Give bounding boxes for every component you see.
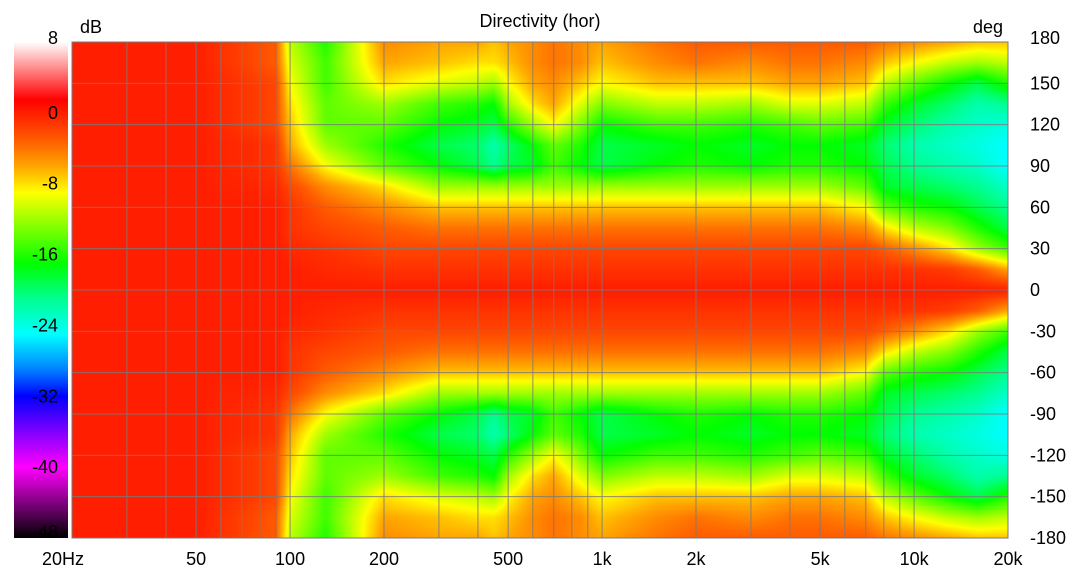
colorbar-tick-label: -40 [32,457,58,477]
colorbar-tick-label: -48 [32,522,58,542]
y-axis-unit-label: deg [973,17,1003,37]
x-tick-label: 20k [993,549,1023,569]
colorbar-ticks: 8 0 -8 -16 -24 -32 -40 -48 [32,28,58,542]
colorbar-tick-label: -16 [32,245,58,265]
chart-title: Directivity (hor) [479,11,600,31]
x-tick-label: 100 [275,549,305,569]
x-tick-label: 20Hz [42,549,84,569]
y-tick-label: 180 [1030,28,1060,48]
y-axis-ticks: 180 150 120 90 60 30 0 -30 -60 -90 -120 -150 -180 [1030,28,1066,548]
x-axis-ticks: 20Hz 50 100 200 500 1k 2k 5k 10k 20k [42,549,1024,569]
y-tick-label: 90 [1030,156,1050,176]
colorbar-tick-label: -32 [32,386,58,406]
y-tick-label: 120 [1030,115,1060,135]
plot-frame [71,41,1009,539]
y-tick-label: -60 [1030,363,1056,383]
x-tick-label: 10k [900,549,930,569]
colorbar-tick-label: -8 [42,174,58,194]
y-tick-label: -180 [1030,528,1066,548]
colorbar-tick-label: -24 [32,315,58,335]
y-tick-label: -120 [1030,445,1066,465]
x-tick-label: 500 [493,549,523,569]
y-tick-label: -150 [1030,487,1066,507]
x-tick-label: 5k [811,549,831,569]
x-tick-label: 2k [686,549,706,569]
colorbar-unit-label: dB [80,17,102,37]
y-tick-label: 0 [1030,280,1040,300]
colorbar [14,42,68,538]
y-tick-label: 60 [1030,197,1050,217]
x-tick-label: 1k [593,549,613,569]
y-tick-label: -30 [1030,321,1056,341]
x-tick-label: 200 [369,549,399,569]
y-tick-label: 150 [1030,73,1060,93]
x-tick-label: 50 [186,549,206,569]
colorbar-tick-label: 0 [48,103,58,123]
colorbar-tick-label: 8 [48,28,58,48]
y-tick-label: -90 [1030,404,1056,424]
y-tick-label: 30 [1030,239,1050,259]
